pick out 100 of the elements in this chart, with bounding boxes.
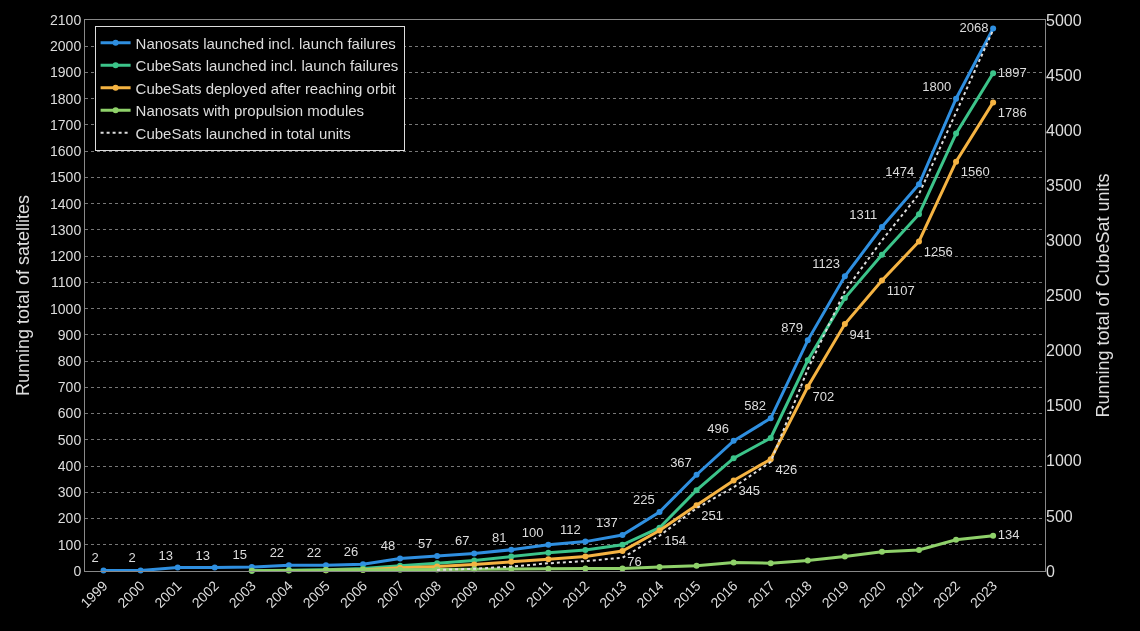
point (804, 383, 811, 390)
data-label: 1123 (812, 256, 841, 272)
data-label: 1311 (849, 207, 878, 223)
point (211, 564, 218, 571)
point (730, 437, 737, 444)
point (619, 532, 626, 539)
data-label: 22 (269, 545, 285, 561)
data-label: 81 (492, 529, 507, 545)
point (953, 536, 960, 543)
point (508, 546, 515, 553)
point (767, 434, 774, 441)
y2-axis-title: Running total of CubeSat units (1092, 173, 1113, 418)
point (878, 251, 885, 258)
point (990, 99, 997, 106)
data-label: 67 (454, 533, 470, 549)
y-tick-label: 400 (57, 457, 82, 474)
point (471, 561, 478, 568)
data-label: 48 (380, 538, 396, 554)
data-label: 154 (664, 533, 686, 549)
point (545, 541, 552, 548)
y-tick-label: 1000 (50, 300, 82, 317)
data-label: 13 (158, 547, 173, 563)
point (878, 277, 885, 284)
data-label: 2 (91, 550, 99, 566)
point (397, 555, 404, 562)
data-label: 367 (670, 454, 692, 470)
data-label: 702 (812, 389, 835, 405)
data-label: 879 (781, 320, 804, 336)
y2-tick-label: 3500 (1046, 176, 1082, 194)
point (730, 477, 737, 484)
data-label: 941 (849, 326, 872, 342)
y-tick-label: 2100 (50, 11, 82, 28)
data-label: 1897 (997, 64, 1027, 80)
data-label: 1786 (997, 104, 1027, 120)
y-tick-label: 1600 (50, 143, 82, 160)
y-tick-label: 2000 (50, 38, 82, 55)
point (804, 337, 811, 344)
y2-tick-label: 2000 (1046, 342, 1082, 360)
point (693, 562, 700, 569)
data-label: 1800 (922, 78, 952, 94)
y-tick-label: 500 (57, 431, 82, 448)
point (841, 321, 848, 328)
y-tick-label: 200 (57, 510, 82, 527)
data-label: 1474 (885, 164, 915, 180)
point (804, 557, 811, 564)
point (582, 538, 589, 545)
point (656, 564, 663, 571)
point (545, 556, 552, 563)
point (508, 558, 515, 565)
legend-label: CubeSats launched in total units (135, 124, 351, 142)
point (693, 471, 700, 478)
data-label: 100 (521, 524, 544, 540)
data-label: 13 (195, 547, 210, 563)
y-tick-label: 800 (57, 353, 82, 369)
data-label: 137 (596, 515, 618, 531)
point (619, 548, 626, 555)
data-label: 225 (633, 491, 655, 507)
point (915, 238, 922, 245)
legend-label: CubeSats launched incl. launch failures (135, 57, 399, 75)
point (878, 224, 885, 231)
y2-tick-label: 0 (1046, 562, 1055, 580)
y-tick-label: 300 (57, 484, 82, 501)
legend-label: Nanosats launched incl. launch failures (135, 34, 396, 52)
point (582, 553, 589, 560)
legend-label: CubeSats deployed after reaching orbit (135, 79, 397, 97)
y2-tick-label: 1000 (1046, 452, 1082, 470)
point (953, 158, 960, 165)
data-label: 345 (738, 482, 761, 498)
data-label: 112 (559, 521, 581, 537)
point (619, 565, 626, 572)
point (841, 553, 848, 560)
data-label: 22 (306, 545, 322, 561)
point (953, 95, 960, 102)
point (915, 211, 922, 218)
point (545, 549, 552, 556)
point (990, 25, 997, 32)
data-label: 2 (128, 550, 136, 566)
legend-label: Nanosats with propulsion modules (135, 102, 365, 120)
y-tick-label: 0 (73, 562, 82, 579)
y2-tick-label: 4500 (1046, 66, 1082, 84)
y-tick-label: 700 (57, 379, 82, 396)
data-label: 57 (417, 536, 433, 552)
point (915, 547, 922, 554)
point (693, 487, 700, 494)
y-tick-label: 1400 (50, 195, 82, 212)
point (878, 548, 885, 555)
data-label: 15 (232, 547, 248, 563)
point (174, 564, 181, 571)
point (619, 541, 626, 548)
point (285, 562, 292, 569)
data-label: 26 (343, 544, 359, 560)
point (322, 562, 329, 569)
y-tick-label: 1700 (50, 116, 82, 133)
y-axis-title: Running total of satellites (13, 194, 34, 397)
point (841, 273, 848, 280)
y-tick-label: 1500 (50, 169, 82, 186)
point (582, 547, 589, 554)
point (767, 560, 774, 567)
point (841, 295, 848, 302)
y2-tick-label: 500 (1046, 507, 1073, 525)
